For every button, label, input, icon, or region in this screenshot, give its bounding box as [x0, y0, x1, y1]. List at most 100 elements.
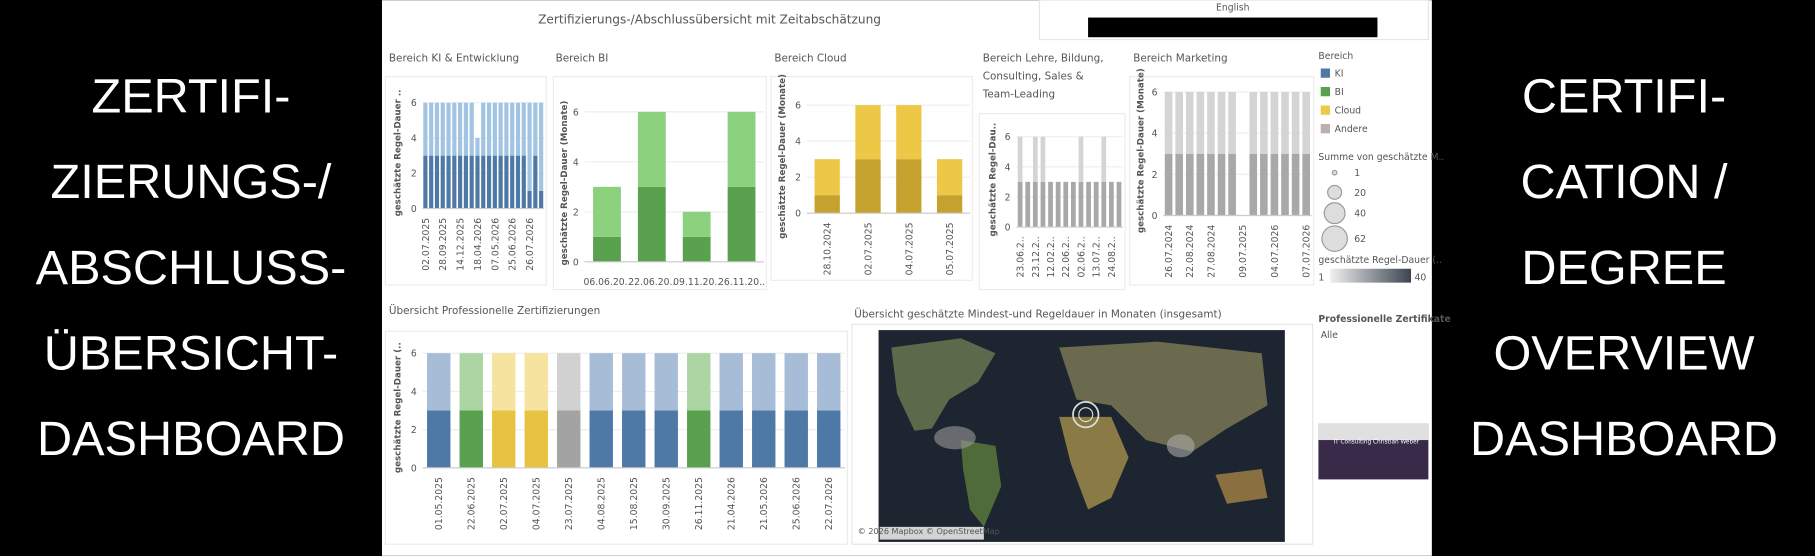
- bar-segment: [1101, 181, 1107, 228]
- bar-segment: [1291, 153, 1300, 216]
- language-select[interactable]: [1088, 17, 1378, 38]
- bar-segment: [687, 353, 711, 411]
- bar-segment: [727, 111, 756, 187]
- bar-segment: [446, 155, 451, 209]
- banner-line: ZIERUNGS-/: [51, 155, 332, 209]
- bar-segment: [492, 155, 497, 209]
- filter-value[interactable]: Alle: [1321, 330, 1338, 341]
- bar-segment: [492, 353, 516, 411]
- legend-swatch: [1320, 105, 1330, 115]
- x-tick-label: 02.07.2025: [421, 218, 432, 271]
- x-tick-label: 14.12.2025: [456, 218, 467, 271]
- bar-segment: [498, 102, 503, 156]
- y-axis-label: geschätzte Regel-Dauer ..: [394, 90, 404, 217]
- map-bubble: [934, 426, 976, 450]
- bar-segment: [814, 195, 840, 214]
- bar-segment: [654, 410, 678, 468]
- y-tick-label: 4: [1005, 162, 1011, 173]
- legend-label: Cloud: [1335, 106, 1362, 117]
- bar-segment: [1093, 181, 1099, 228]
- bar-segment: [593, 236, 621, 262]
- gradient-max: 40: [1414, 272, 1426, 283]
- y-tick-label: 2: [795, 173, 801, 184]
- chart-panel: [1129, 76, 1315, 286]
- x-tick-label: 05.07.2025: [945, 222, 956, 275]
- x-tick-label: 22.06.20..: [628, 277, 675, 288]
- bar-segment: [1217, 92, 1226, 154]
- x-tick-label: 27.08.2024: [1206, 225, 1217, 278]
- x-tick-label: 06.06.20..: [583, 277, 630, 288]
- chart-title: Bereich Lehre, Bildung,: [983, 53, 1104, 65]
- bar-segment: [682, 236, 711, 262]
- bar-segment: [784, 353, 808, 411]
- x-tick-label: 02.07.2025: [499, 477, 510, 530]
- bar-segment: [452, 102, 457, 156]
- bar-segment: [504, 102, 509, 156]
- bar-segment: [492, 102, 497, 156]
- bar-segment: [1048, 181, 1053, 228]
- bar-segment: [1260, 153, 1268, 216]
- bar-segment: [637, 186, 666, 262]
- x-tick-label: 04.07.2025: [532, 477, 543, 530]
- bar-segment: [427, 410, 451, 468]
- thumbnail-text: IT Consulting Christian Weber: [1333, 440, 1419, 446]
- y-tick-label: 6: [411, 349, 417, 360]
- y-tick-label: 4: [795, 137, 801, 148]
- banner-line: DASHBOARD: [1470, 412, 1778, 466]
- bar-segment: [1086, 181, 1091, 228]
- bar-segment: [1040, 136, 1046, 182]
- x-tick-label: 24.08.2..: [1107, 236, 1118, 277]
- bar-segment: [446, 102, 451, 156]
- x-tick-label: 25.06.2026: [792, 477, 803, 530]
- thumbnail-header: [1318, 423, 1429, 441]
- bar-segment: [486, 155, 492, 209]
- bar-segment: [687, 410, 711, 468]
- bar-segment: [589, 353, 613, 411]
- chart-panel: [384, 330, 848, 545]
- y-tick-label: 2: [1152, 170, 1158, 181]
- x-tick-label: 21.04.2026: [727, 477, 738, 530]
- bar-segment: [434, 155, 440, 209]
- banner-line: OVERVIEW: [1493, 326, 1754, 380]
- y-axis-label: geschätzte Regel-Dau..: [988, 123, 998, 237]
- chart-title: Bereich KI & Entwicklung: [389, 53, 519, 65]
- legend-label: KI: [1335, 69, 1344, 80]
- bar-segment: [1032, 136, 1038, 182]
- chart-title: Bereich Cloud: [774, 53, 846, 65]
- x-tick-label: 21.05.2026: [759, 477, 770, 530]
- y-axis-label: geschätzte Regel-Dauer (Monate): [778, 74, 788, 239]
- x-tick-label: 12.02.2..: [1046, 236, 1057, 277]
- chart-title: Consulting, Sales &: [983, 70, 1084, 82]
- chart-title: Team-Leading: [982, 88, 1055, 100]
- y-tick-label: 2: [573, 207, 579, 218]
- bar-segment: [1185, 92, 1194, 154]
- gradient-min: 1: [1318, 272, 1324, 283]
- bar-segment: [1017, 181, 1023, 228]
- bar-segment: [423, 155, 428, 209]
- bar-segment: [1228, 92, 1236, 154]
- bar-segment: [434, 102, 440, 156]
- bar-segment: [475, 137, 480, 156]
- bar-segment: [1116, 181, 1122, 228]
- legend-swatch: [1320, 68, 1330, 78]
- bar-segment: [1302, 153, 1310, 216]
- chart-title: Bereich BI: [556, 53, 609, 65]
- bar-segment: [817, 353, 841, 411]
- bar-segment: [1249, 92, 1258, 154]
- size-swatch: [1327, 184, 1343, 200]
- size-swatch: [1331, 169, 1338, 176]
- language-label: English: [1216, 3, 1250, 14]
- bar-segment: [510, 102, 515, 156]
- bar-segment: [475, 155, 480, 209]
- bar-segment: [589, 410, 613, 468]
- dashboard-title: Zertifizierungs-/Abschlussübersicht mit …: [538, 12, 881, 26]
- y-tick-label: 6: [1005, 132, 1011, 143]
- bar-segment: [524, 410, 548, 468]
- y-tick-label: 4: [411, 133, 417, 144]
- x-tick-label: 22.07.2026: [824, 477, 835, 530]
- bar-segment: [1270, 153, 1279, 216]
- map: [878, 330, 1285, 542]
- bar-segment: [752, 410, 776, 468]
- bar-segment: [1270, 92, 1279, 154]
- map-bubble: [1078, 407, 1094, 423]
